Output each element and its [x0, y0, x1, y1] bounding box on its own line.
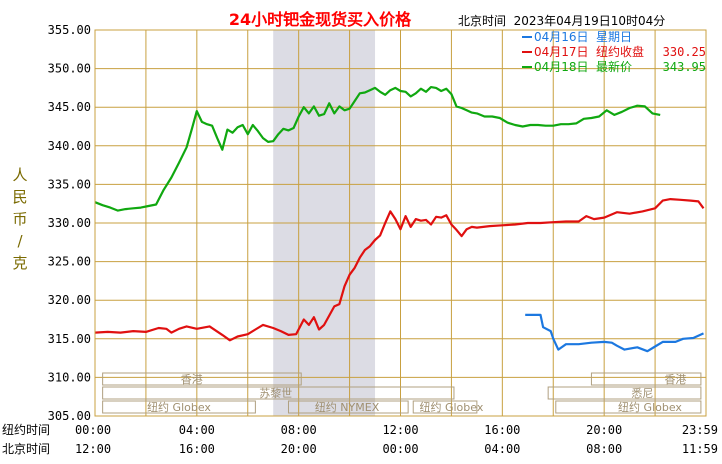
session-bar [102, 372, 302, 386]
y-tick-label: 330.00 [48, 216, 91, 230]
legend-date: 04月18日 [534, 60, 589, 74]
session-bar [547, 386, 702, 400]
series-line [525, 313, 704, 353]
session-bar [102, 400, 256, 414]
x-row-label: 北京时间 [2, 442, 50, 456]
plot-frame [94, 29, 707, 417]
session-label: 纽约 NYMEX [315, 400, 380, 414]
y-tick-label: 305.00 [48, 409, 91, 423]
y-tick-label: 335.00 [48, 177, 91, 191]
y-tick-label: 350.00 [48, 62, 91, 76]
y-tick-label: 355.00 [48, 23, 91, 37]
y-axis: 355.00 350.00 345.00 340.00 335.00 330.00 325.… [48, 23, 91, 423]
session-label: 纽约 Globex [419, 400, 483, 414]
legend-date: 04月17日 [534, 45, 589, 59]
y-axis-label: 人民币/克 [12, 166, 27, 272]
chart-subtitle: 北京时间 2023年04月19日10时04分 [458, 14, 665, 28]
x-tick-label: 08:00 [281, 423, 317, 437]
legend-text: 最新价 [596, 59, 632, 74]
x-axis: 纽约时间 00:00 04:00 08:00 12:00 16:00 20:00 23:59 北… [2, 422, 718, 456]
x-tick-label: 00:00 [75, 423, 111, 437]
x-tick-label: 04:00 [179, 423, 215, 437]
series-line [94, 198, 705, 342]
y-tick-label: 325.00 [48, 255, 91, 269]
x-tick-label: 04:00 [484, 442, 520, 456]
session-label: 香港 [181, 373, 203, 386]
session-bar [590, 372, 702, 386]
session-bar [555, 400, 702, 414]
session-bar [412, 400, 478, 414]
series-layer [94, 85, 705, 353]
legend-value: 330.25 [663, 45, 706, 59]
x-tick-label: 20:00 [586, 423, 622, 437]
legend-value: 343.95 [663, 60, 706, 74]
chart-title: 24小时钯金现货买入价格 [229, 10, 412, 29]
series-line [94, 85, 661, 212]
x-row-label: 纽约时间 [2, 422, 50, 437]
session-label: 纽约 Globex [147, 400, 211, 414]
y-tick-label: 340.00 [48, 139, 91, 153]
y-tick-label: 345.00 [48, 100, 91, 114]
legend-text: 星期日 [596, 30, 632, 44]
session-label: 香港 [664, 373, 686, 386]
y-tick-label: 310.00 [48, 370, 91, 384]
y-tick-label: 320.00 [48, 293, 91, 307]
session-bar [102, 386, 455, 400]
x-tick-label: 11:59 [682, 442, 718, 456]
legend: 04月16日 星期日 04月17日 纽约收盘 330.25 04月18日 最新价 343.95 [522, 30, 706, 74]
legend-text: 纽约收盘 [596, 44, 644, 59]
x-tick-label: 00:00 [382, 442, 418, 456]
y-tick-label: 315.00 [48, 332, 91, 346]
session-label: 悉尼 [631, 387, 653, 400]
x-tick-label: 08:00 [586, 442, 622, 456]
x-tick-label: 20:00 [281, 442, 317, 456]
session-label: 纽约 Globex [618, 400, 682, 414]
x-tick-label: 16:00 [484, 423, 520, 437]
x-tick-label: 16:00 [179, 442, 215, 456]
legend-date: 04月16日 [534, 30, 589, 44]
session-label: 苏黎世 [259, 386, 292, 400]
x-tick-label: 12:00 [382, 423, 418, 437]
x-tick-label: 23:59 [682, 423, 718, 437]
session-bar [287, 400, 409, 414]
x-tick-label: 12:00 [75, 442, 111, 456]
